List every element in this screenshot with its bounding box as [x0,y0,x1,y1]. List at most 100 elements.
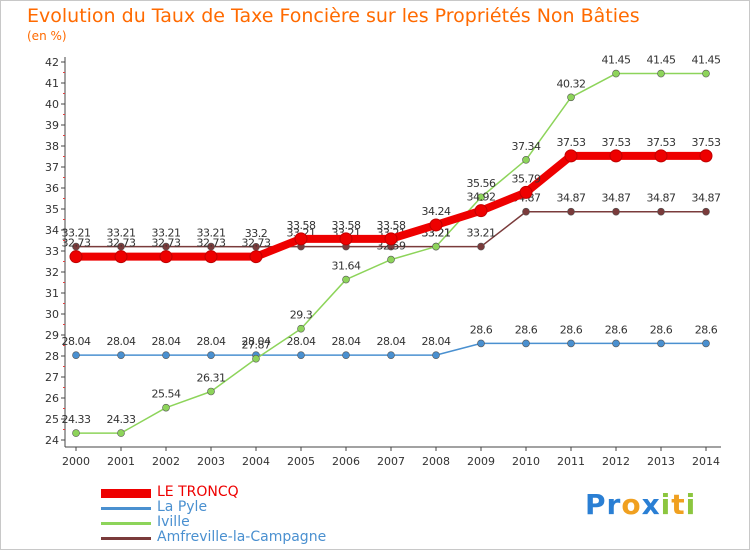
point-amfreville-la-campagne-2001 [117,242,125,251]
point-la-pyle-2000 [72,351,80,359]
x-tick-label-2009: 2009 [467,455,495,468]
point-la-pyle-2009 [477,339,485,348]
point-la-pyle-2001 [117,351,125,359]
data-label-la-pyle-2011: 28.6 [560,323,583,336]
point-le-troncq-2003 [204,250,218,264]
logo-letter-3: x [641,488,661,521]
data-label-amfreville-la-campagne-2011: 34.87 [557,192,586,205]
y-tick-label-34: 34 [45,224,59,237]
x-tick-label-2007: 2007 [377,455,405,468]
point-amfreville-la-campagne-2003 [207,242,215,251]
data-label-iville-2002: 25.54 [152,388,181,401]
point-iville-2010 [522,156,530,164]
point-iville-2012 [612,69,620,78]
logo-letter-1: r [606,488,622,521]
chart-title: Evolution du Taux de Taxe Foncière sur l… [27,5,640,27]
point-la-pyle-2002 [162,351,170,359]
data-label-la-pyle-2000: 28.04 [62,335,91,348]
data-label-amfreville-la-campagne-2000: 33.21 [62,227,91,240]
point-iville-2007 [387,255,395,264]
point-amfreville-la-campagne-2002 [162,242,170,251]
x-tick-label-2011: 2011 [557,455,585,468]
point-amfreville-la-campagne-2012 [612,207,620,216]
legend-item-la-pyle[interactable]: La Pyle [101,499,361,516]
point-iville-2013 [657,69,665,78]
data-label-iville-2011: 40.32 [557,77,586,90]
point-le-troncq-2001 [114,250,128,264]
point-iville-2005 [297,324,305,333]
y-tick-label-40: 40 [45,98,59,111]
legend-label-la-pyle: La Pyle [157,499,208,515]
data-label-iville-2013: 41.45 [647,54,676,67]
point-la-pyle-2013 [657,339,665,348]
point-iville-2006 [342,275,350,284]
point-la-pyle-2010 [522,339,530,348]
logo-letter-0: P [585,488,607,521]
legend-item-iville[interactable]: Iville [101,514,361,531]
point-la-pyle-2014 [702,339,710,348]
y-tick-label-32: 32 [45,266,59,279]
data-label-iville-2009: 35.56 [467,177,496,190]
data-label-la-pyle-2001: 28.04 [107,335,136,348]
data-label-le-troncq-2013: 37.53 [647,136,676,149]
data-label-le-troncq-2001: 32.73 [107,237,136,250]
unit-label: (en %) [27,29,67,43]
point-le-troncq-2009 [474,204,488,218]
data-label-amfreville-la-campagne-2013: 34.87 [647,192,676,205]
point-amfreville-la-campagne-2011 [567,207,575,216]
data-label-la-pyle-2012: 28.6 [605,323,628,336]
x-tick-label-2000: 2000 [62,455,90,468]
data-label-le-troncq-2003: 32.73 [197,237,226,250]
logo-letter-4: i [660,488,672,521]
x-tick-label-2004: 2004 [242,455,270,468]
series-amfreville-la-campagne: 33.2133.2133.2133.2133.233.2133.2133.213… [62,192,721,251]
point-iville-2008 [432,242,440,251]
data-label-le-troncq-2011: 37.53 [557,136,586,149]
data-label-iville-2000: 24.33 [62,413,91,426]
legend-item-le-troncq[interactable]: LE TRONCQ [101,484,361,501]
data-label-iville-2006: 31.64 [332,260,361,273]
data-label-amfreville-la-campagne-2004: 33.2 [245,227,268,240]
point-la-pyle-2011 [567,339,575,348]
point-iville-2014 [702,69,710,78]
data-label-le-troncq-2014: 37.53 [692,136,721,149]
data-label-la-pyle-2006: 28.04 [332,335,361,348]
data-label-la-pyle-2010: 28.6 [515,323,538,336]
point-le-troncq-2007 [384,232,398,246]
point-iville-2000 [72,429,80,437]
point-iville-2009 [477,193,485,202]
x-tick-label-2005: 2005 [287,455,315,468]
point-amfreville-la-campagne-2009 [477,242,485,251]
data-label-iville-2005: 29.3 [290,309,313,322]
point-le-troncq-2014 [699,149,713,163]
data-label-la-pyle-2013: 28.6 [650,323,673,336]
y-tick-label-27: 27 [45,371,59,384]
legend-swatch-le-troncq [101,489,151,498]
point-iville-2003 [207,387,215,396]
data-label-iville-2001: 24.33 [107,413,136,426]
point-le-troncq-2011 [564,149,578,163]
point-le-troncq-2013 [654,149,668,163]
y-tick-label-30: 30 [45,308,59,321]
point-iville-2004 [252,354,260,363]
point-le-troncq-2012 [609,149,623,163]
data-label-iville-2003: 26.31 [197,371,226,384]
point-amfreville-la-campagne-2010 [522,207,530,216]
legend-swatch-iville [101,522,151,525]
data-label-iville-2010: 37.34 [512,140,541,153]
data-label-le-troncq-2008: 34.24 [422,205,451,218]
y-tick-label-36: 36 [45,182,59,195]
x-tick-label-2001: 2001 [107,455,135,468]
data-label-le-troncq-2004: 32.73 [242,237,271,250]
data-label-la-pyle-2004: 28.04 [242,335,271,348]
y-tick-label-31: 31 [45,287,59,300]
legend-item-amfreville[interactable]: Amfreville-la-Campagne [101,529,361,546]
y-tick-label-41: 41 [45,77,59,90]
y-tick-label-39: 39 [45,119,59,132]
data-label-iville-2012: 41.45 [602,54,631,67]
x-tick-label-2008: 2008 [422,455,450,468]
point-la-pyle-2007 [387,351,395,359]
y-tick-label-26: 26 [45,392,59,405]
y-tick-label-33: 33 [45,245,59,258]
